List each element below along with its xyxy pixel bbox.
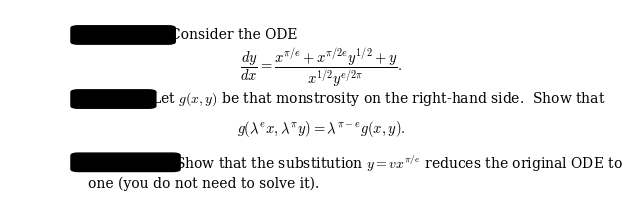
Text: Consider the ODE: Consider the ODE [170, 28, 298, 42]
FancyBboxPatch shape [71, 153, 180, 172]
Text: one (you do not need to solve it).: one (you do not need to solve it). [88, 176, 319, 191]
Text: $g(\lambda^e x, \lambda^\pi y) = \lambda^{\pi-e}g(x, y).$: $g(\lambda^e x, \lambda^\pi y) = \lambda… [237, 119, 405, 139]
Text: Show that the substitution $y = vx^{\pi/e}$ reduces the original ODE to a separa: Show that the substitution $y = vx^{\pi/… [175, 154, 626, 174]
Text: $\dfrac{dy}{dx} = \dfrac{x^{\pi/e} + x^{\pi/2e}y^{1/2} + y}{x^{1/2}y^{e/2\pi}}.$: $\dfrac{dy}{dx} = \dfrac{x^{\pi/e} + x^{… [240, 46, 402, 89]
FancyBboxPatch shape [71, 90, 156, 108]
Text: Let $g(x, y)$ be that monstrosity on the right-hand side.  Show that: Let $g(x, y)$ be that monstrosity on the… [151, 90, 605, 108]
FancyBboxPatch shape [71, 26, 175, 44]
